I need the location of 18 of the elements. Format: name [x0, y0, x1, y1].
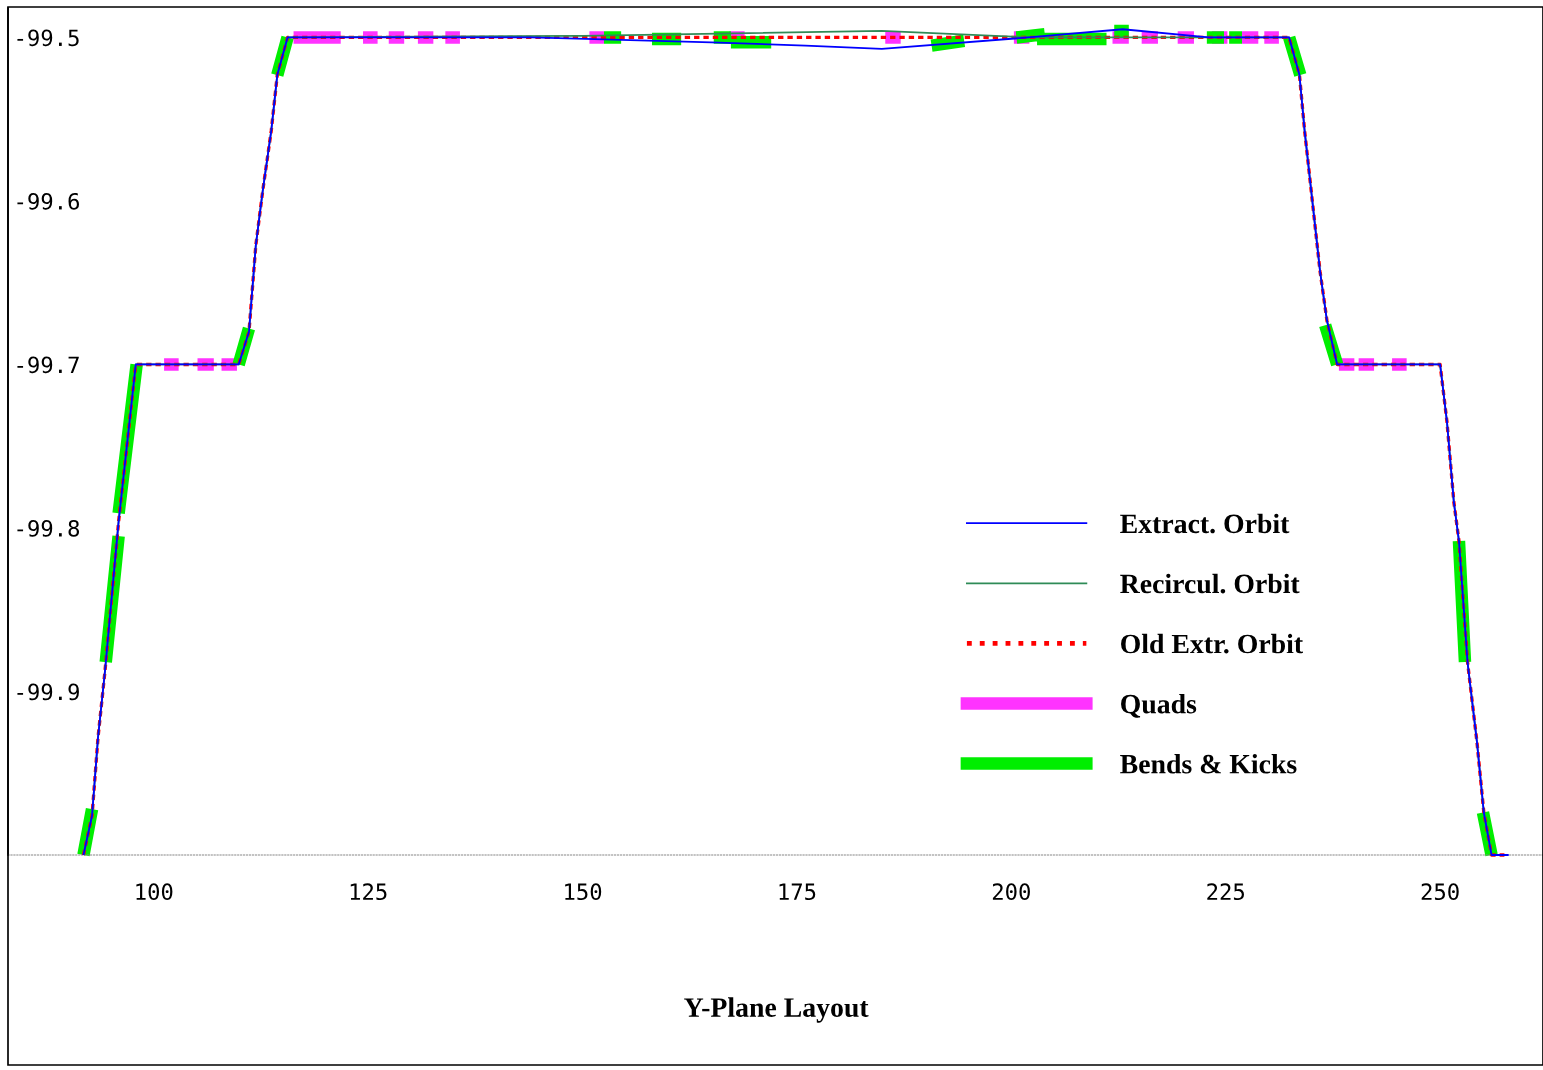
legend-label: Old Extr. Orbit: [1121, 633, 1303, 654]
x-tick-label: 100: [136, 883, 173, 901]
x-tick-label: 125: [350, 883, 387, 901]
x-tick-label: 175: [779, 883, 816, 901]
y-tick-label: -99.8: [17, 519, 80, 537]
legend-label: Extract. Orbit: [1120, 513, 1290, 534]
x-tick-label: 200: [992, 883, 1030, 901]
text: Y-Plane Layout: [684, 997, 869, 1023]
x-tick-label: 250: [1421, 883, 1459, 901]
x-tick-label: 150: [565, 883, 602, 901]
y-tick-label: -99.6: [17, 192, 80, 210]
y-tick-label: -99.7: [17, 356, 79, 374]
legend-label: Bends & Kicks: [1120, 753, 1297, 774]
y-tick-label: -99.9: [17, 683, 79, 701]
legend-label: Recircul. Orbit: [1120, 573, 1300, 594]
x-tick-label: 225: [1207, 883, 1244, 901]
legend-label: Quads: [1121, 693, 1197, 718]
y-tick-label: -99.5: [17, 29, 79, 47]
